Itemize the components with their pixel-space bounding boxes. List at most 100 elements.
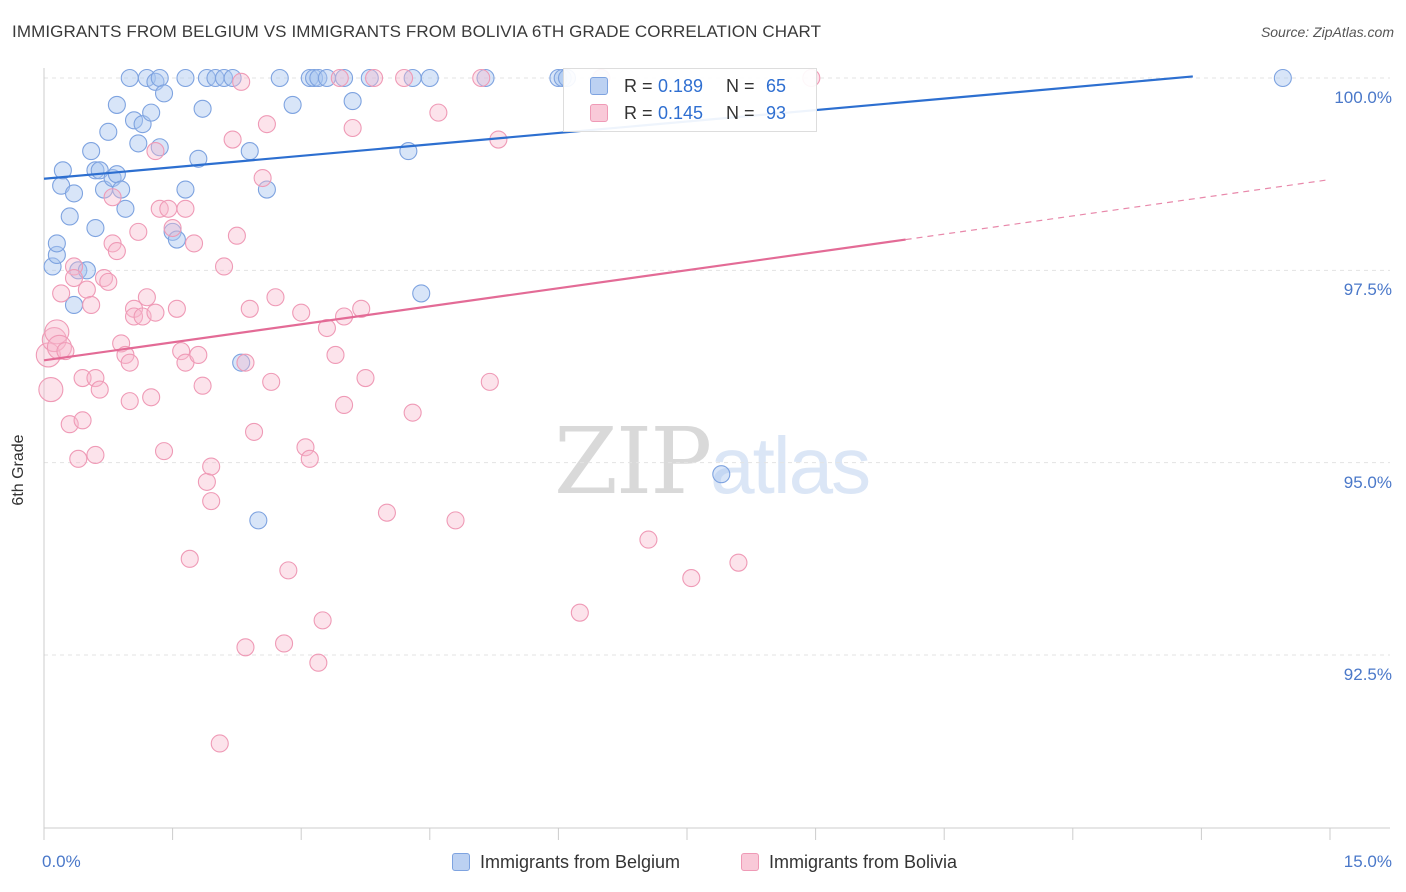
y-axis-label: 6th Grade bbox=[10, 434, 27, 506]
bolivia-r-label: R = bbox=[624, 103, 653, 123]
belgium-point bbox=[129, 134, 148, 153]
bolivia-point bbox=[38, 377, 64, 403]
bolivia-n-label: N = bbox=[726, 103, 755, 123]
legend-belgium-swatch bbox=[452, 853, 470, 871]
belgium-point bbox=[107, 165, 126, 184]
bolivia-point bbox=[480, 372, 499, 391]
belgium-point bbox=[249, 511, 268, 530]
y-tick-label: 97.5% bbox=[1343, 280, 1392, 300]
bolivia-point bbox=[146, 303, 165, 322]
bolivia-point bbox=[99, 272, 118, 291]
bolivia-point bbox=[729, 553, 748, 572]
bolivia-point bbox=[154, 442, 174, 461]
stats-box: R = 0.189 N = 65 R = 0.145 N = 93 bbox=[563, 68, 817, 132]
bolivia-point bbox=[335, 395, 354, 415]
bolivia-point bbox=[107, 242, 126, 261]
bolivia-point bbox=[236, 353, 255, 372]
belgium-point bbox=[116, 199, 135, 218]
legend-item-bolivia[interactable]: Immigrants from Bolivia bbox=[741, 852, 957, 873]
bolivia-point bbox=[210, 734, 229, 753]
belgium-point bbox=[137, 68, 156, 88]
belgium-point bbox=[120, 68, 139, 88]
belgium-point bbox=[193, 99, 212, 118]
bolivia-point bbox=[343, 118, 362, 138]
bolivia-n-value: 93 bbox=[766, 103, 787, 123]
bolivia-point bbox=[296, 438, 315, 457]
bolivia-r-value: 0.145 bbox=[658, 103, 704, 123]
bolivia-point bbox=[73, 368, 92, 388]
bolivia-point bbox=[232, 72, 251, 91]
bolivia-point bbox=[189, 345, 208, 365]
legend-bolivia-label: Immigrants from Bolivia bbox=[769, 852, 958, 872]
bolivia-point bbox=[202, 457, 221, 476]
belgium-point bbox=[1273, 68, 1292, 88]
bolivia-point bbox=[82, 295, 101, 315]
bolivia-point bbox=[142, 388, 161, 407]
bolivia-point bbox=[129, 222, 148, 241]
belgium-point bbox=[420, 68, 439, 88]
bolivia-point bbox=[77, 280, 96, 299]
belgium-point bbox=[412, 284, 431, 303]
belgium-point bbox=[270, 68, 289, 88]
belgium-r-value: 0.189 bbox=[658, 76, 704, 96]
belgium-point bbox=[154, 84, 174, 103]
bolivia-point bbox=[236, 638, 255, 657]
bolivia-point bbox=[330, 68, 349, 88]
bolivia-point bbox=[202, 492, 221, 511]
bolivia-point bbox=[214, 257, 234, 276]
bolivia-point bbox=[257, 115, 276, 134]
belgium-point bbox=[86, 218, 105, 238]
bolivia-point bbox=[365, 68, 384, 88]
bolivia-point bbox=[163, 218, 182, 238]
bolivia-point bbox=[137, 288, 156, 307]
bolivia-point bbox=[172, 342, 191, 361]
bolivia-point bbox=[275, 634, 294, 653]
bolivia-point bbox=[52, 284, 71, 303]
x-tick-label-max: 15.0% bbox=[1343, 852, 1392, 871]
belgium-point bbox=[142, 103, 161, 122]
belgium-point bbox=[232, 353, 251, 372]
bolivia-point bbox=[120, 353, 139, 372]
belgium-point bbox=[64, 184, 84, 203]
bolivia-point bbox=[167, 299, 186, 318]
watermark-atlas: atlas bbox=[710, 421, 871, 510]
bolivia-point bbox=[377, 503, 396, 522]
bolivia-point bbox=[176, 199, 195, 218]
belgium-point bbox=[82, 142, 101, 161]
bolivia-swatch bbox=[590, 104, 608, 122]
bolivia-point bbox=[352, 299, 371, 318]
belgium-point bbox=[176, 68, 195, 88]
belgium-point bbox=[124, 111, 144, 130]
bolivia-point bbox=[292, 303, 311, 322]
belgium-point bbox=[43, 257, 62, 276]
bolivia-point bbox=[56, 342, 75, 361]
bolivia-point bbox=[90, 380, 109, 399]
bolivia-point bbox=[184, 234, 204, 253]
belgium-point bbox=[476, 68, 495, 88]
bolivia-point bbox=[317, 318, 336, 338]
belgium-point bbox=[176, 180, 195, 199]
belgium-point bbox=[240, 142, 259, 161]
bolivia-point bbox=[180, 549, 199, 568]
bolivia-point bbox=[240, 299, 259, 318]
bolivia-point bbox=[146, 142, 165, 161]
bolivia-trend-extension bbox=[905, 178, 1331, 241]
belgium-point bbox=[60, 207, 79, 226]
stats-row-bolivia: R = 0.145 N = 93 bbox=[564, 100, 816, 126]
legend-item-belgium[interactable]: Immigrants from Belgium bbox=[452, 852, 680, 873]
y-tick-label: 92.5% bbox=[1343, 665, 1392, 684]
bolivia-point bbox=[403, 403, 422, 422]
belgium-point bbox=[343, 92, 362, 111]
belgium-point bbox=[99, 122, 118, 141]
belgium-point bbox=[189, 149, 208, 168]
belgium-point bbox=[712, 465, 731, 484]
belgium-swatch bbox=[590, 77, 608, 95]
bolivia-point bbox=[279, 561, 298, 580]
belgium-point bbox=[150, 68, 169, 88]
belgium-point bbox=[47, 234, 66, 253]
belgium-point bbox=[335, 68, 354, 88]
zipatlas-watermark: ZIPatlas bbox=[554, 408, 871, 515]
x-tick-label-min: 0.0% bbox=[42, 852, 81, 871]
chart-title: IMMIGRANTS FROM BELGIUM VS IMMIGRANTS FR… bbox=[12, 22, 822, 41]
